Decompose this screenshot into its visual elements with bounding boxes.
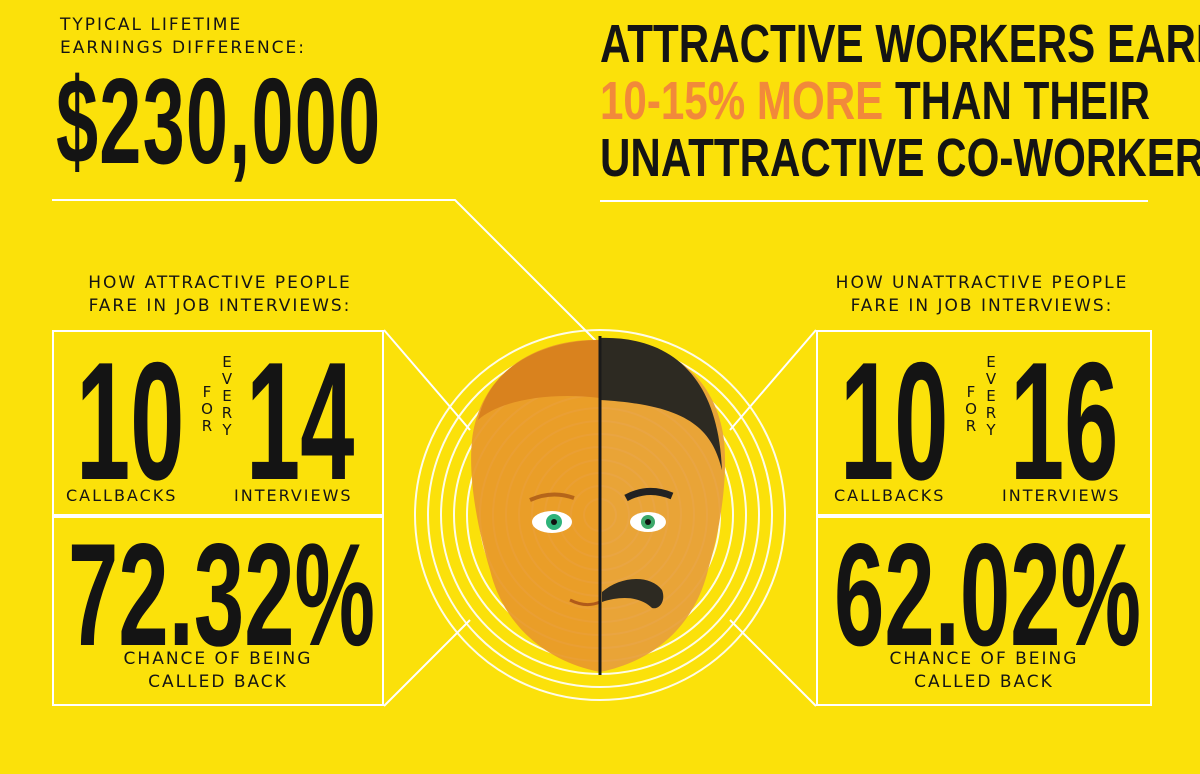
every-letter: Y	[986, 421, 996, 439]
attractive-caption-line1: CHANCE OF BEING	[123, 649, 313, 669]
lifetime-earnings-label: TYPICAL LIFETIME EARNINGS DIFFERENCE:	[60, 14, 360, 60]
attractive-caption-line2: CALLED BACK	[148, 672, 288, 692]
split-doll-head-icon	[471, 336, 726, 675]
headline: ATTRACTIVE WORKERS EARN 10-15% MORE THAN…	[600, 14, 1200, 188]
attractive-interviews-number: 14	[246, 327, 355, 515]
unattractive-caption-line1: CHANCE OF BEING	[889, 649, 1079, 669]
attractive-label-line1: HOW ATTRACTIVE PEOPLE	[88, 273, 352, 293]
unattractive-interviews-number: 16	[1010, 327, 1119, 515]
attractive-callbacks-panel: 10 F O R E V E R Y 14 CALLBACKS INTERVIE…	[52, 330, 384, 516]
headline-line3: UNATTRACTIVE CO-WORKERS	[600, 128, 1200, 188]
every-letter: E	[986, 387, 996, 405]
unattractive-percent-caption: CHANCE OF BEING CALLED BACK	[824, 648, 1144, 694]
unattractive-for-word: F O R	[962, 384, 980, 435]
attractive-every-word: E V E R Y	[218, 354, 236, 439]
lifetime-label-line1: TYPICAL LIFETIME	[60, 15, 243, 35]
for-letter: R	[201, 417, 213, 435]
for-letter: F	[966, 383, 976, 401]
unattractive-callback-percent: 62.02%	[834, 513, 1142, 676]
attractive-interviews-label: INTERVIEWS	[234, 486, 353, 505]
attractive-callbacks-label: CALLBACKS	[66, 486, 178, 505]
lifetime-earnings-value: $230,000	[56, 53, 382, 189]
attractive-percent-panel: 72.32% CHANCE OF BEING CALLED BACK	[52, 516, 384, 706]
headline-divider	[600, 200, 1148, 202]
unattractive-interviews-label: INTERVIEWS	[1002, 486, 1121, 505]
unattractive-every-word: E V E R Y	[982, 354, 1000, 439]
for-letter: O	[201, 400, 213, 418]
lifetime-label-line2: EARNINGS DIFFERENCE:	[60, 38, 307, 58]
every-letter: V	[985, 370, 997, 388]
for-letter: R	[965, 417, 977, 435]
attractive-callback-percent: 72.32%	[68, 513, 376, 676]
headline-accent: 10-15% MORE	[600, 71, 884, 131]
every-letter: R	[221, 404, 233, 422]
every-letter: V	[221, 370, 233, 388]
unattractive-caption-line2: CALLED BACK	[914, 672, 1054, 692]
unattractive-callbacks-panel: 10 F O R E V E R Y 16 CALLBACKS INTERVIE…	[816, 330, 1152, 516]
every-letter: E	[986, 353, 996, 371]
every-letter: E	[222, 353, 232, 371]
headline-line2-rest: THAN THEIR	[883, 71, 1150, 131]
headline-line1: ATTRACTIVE WORKERS EARN	[600, 14, 1200, 74]
every-letter: E	[222, 387, 232, 405]
for-letter: O	[965, 400, 977, 418]
every-letter: R	[985, 404, 997, 422]
attractive-section-label: HOW ATTRACTIVE PEOPLE FARE IN JOB INTERV…	[60, 272, 380, 318]
unattractive-section-label: HOW UNATTRACTIVE PEOPLE FARE IN JOB INTE…	[822, 272, 1142, 318]
attractive-callbacks-number: 10	[76, 327, 185, 515]
every-letter: Y	[222, 421, 232, 439]
for-letter: F	[202, 383, 212, 401]
unattractive-callbacks-label: CALLBACKS	[834, 486, 946, 505]
headline-line2: 10-15% MORE THAN THEIR	[600, 71, 1150, 131]
unattractive-label-line2: FARE IN JOB INTERVIEWS:	[850, 296, 1114, 316]
unattractive-percent-panel: 62.02% CHANCE OF BEING CALLED BACK	[816, 516, 1152, 706]
attractive-label-line2: FARE IN JOB INTERVIEWS:	[88, 296, 352, 316]
unattractive-label-line1: HOW UNATTRACTIVE PEOPLE	[835, 273, 1129, 293]
attractive-percent-caption: CHANCE OF BEING CALLED BACK	[58, 648, 378, 694]
unattractive-callbacks-number: 10	[840, 327, 949, 515]
attractive-for-word: F O R	[198, 384, 216, 435]
